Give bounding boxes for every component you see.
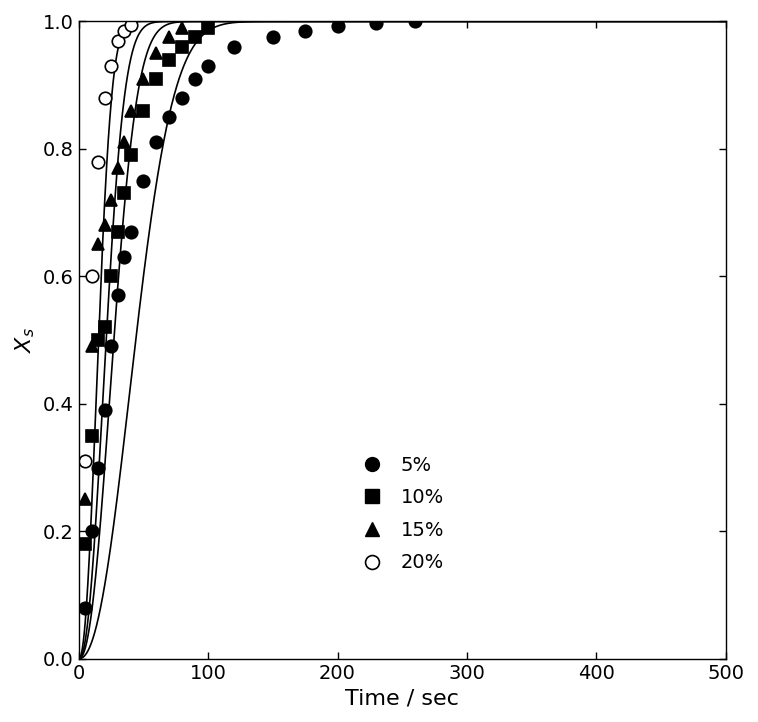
X-axis label: Time / sec: Time / sec: [345, 688, 459, 708]
5%: [120, 253, 129, 261]
15%: [177, 23, 186, 32]
5%: [371, 19, 381, 27]
Line: 20%: 20%: [79, 18, 136, 467]
5%: [87, 527, 96, 536]
10%: [87, 431, 96, 440]
5%: [107, 342, 116, 351]
20%: [113, 36, 122, 45]
10%: [113, 227, 122, 236]
15%: [94, 240, 103, 249]
10%: [204, 23, 213, 32]
5%: [80, 604, 89, 612]
15%: [80, 495, 89, 504]
5%: [204, 61, 213, 70]
5%: [177, 94, 186, 103]
15%: [164, 33, 174, 42]
10%: [126, 151, 135, 160]
15%: [100, 221, 109, 230]
Y-axis label: $X_s$: $X_s$: [14, 327, 37, 353]
5%: [113, 291, 122, 300]
20%: [120, 27, 129, 35]
15%: [152, 49, 161, 58]
20%: [107, 61, 116, 70]
10%: [164, 56, 174, 64]
5%: [333, 22, 342, 31]
5%: [94, 464, 103, 472]
5%: [126, 227, 135, 236]
Line: 10%: 10%: [79, 22, 215, 550]
20%: [100, 94, 109, 103]
15%: [139, 74, 148, 83]
20%: [126, 20, 135, 29]
5%: [100, 406, 109, 414]
5%: [164, 113, 174, 121]
10%: [94, 336, 103, 344]
20%: [80, 457, 89, 466]
20%: [87, 272, 96, 281]
10%: [191, 33, 200, 42]
15%: [87, 342, 96, 351]
5%: [139, 176, 148, 185]
15%: [126, 106, 135, 115]
5%: [230, 43, 239, 51]
Line: 15%: 15%: [79, 22, 189, 505]
5%: [301, 27, 310, 35]
5%: [152, 138, 161, 147]
5%: [268, 33, 277, 42]
10%: [177, 43, 186, 51]
20%: [94, 157, 103, 166]
15%: [120, 138, 129, 147]
5%: [191, 74, 200, 83]
10%: [152, 74, 161, 83]
10%: [80, 539, 89, 548]
5%: [411, 17, 420, 26]
15%: [113, 164, 122, 173]
10%: [107, 272, 116, 281]
Line: 5%: 5%: [79, 15, 421, 614]
10%: [100, 323, 109, 331]
10%: [120, 189, 129, 198]
10%: [139, 106, 148, 115]
Legend: 5%, 10%, 15%, 20%: 5%, 10%, 15%, 20%: [362, 456, 444, 573]
15%: [107, 196, 116, 204]
